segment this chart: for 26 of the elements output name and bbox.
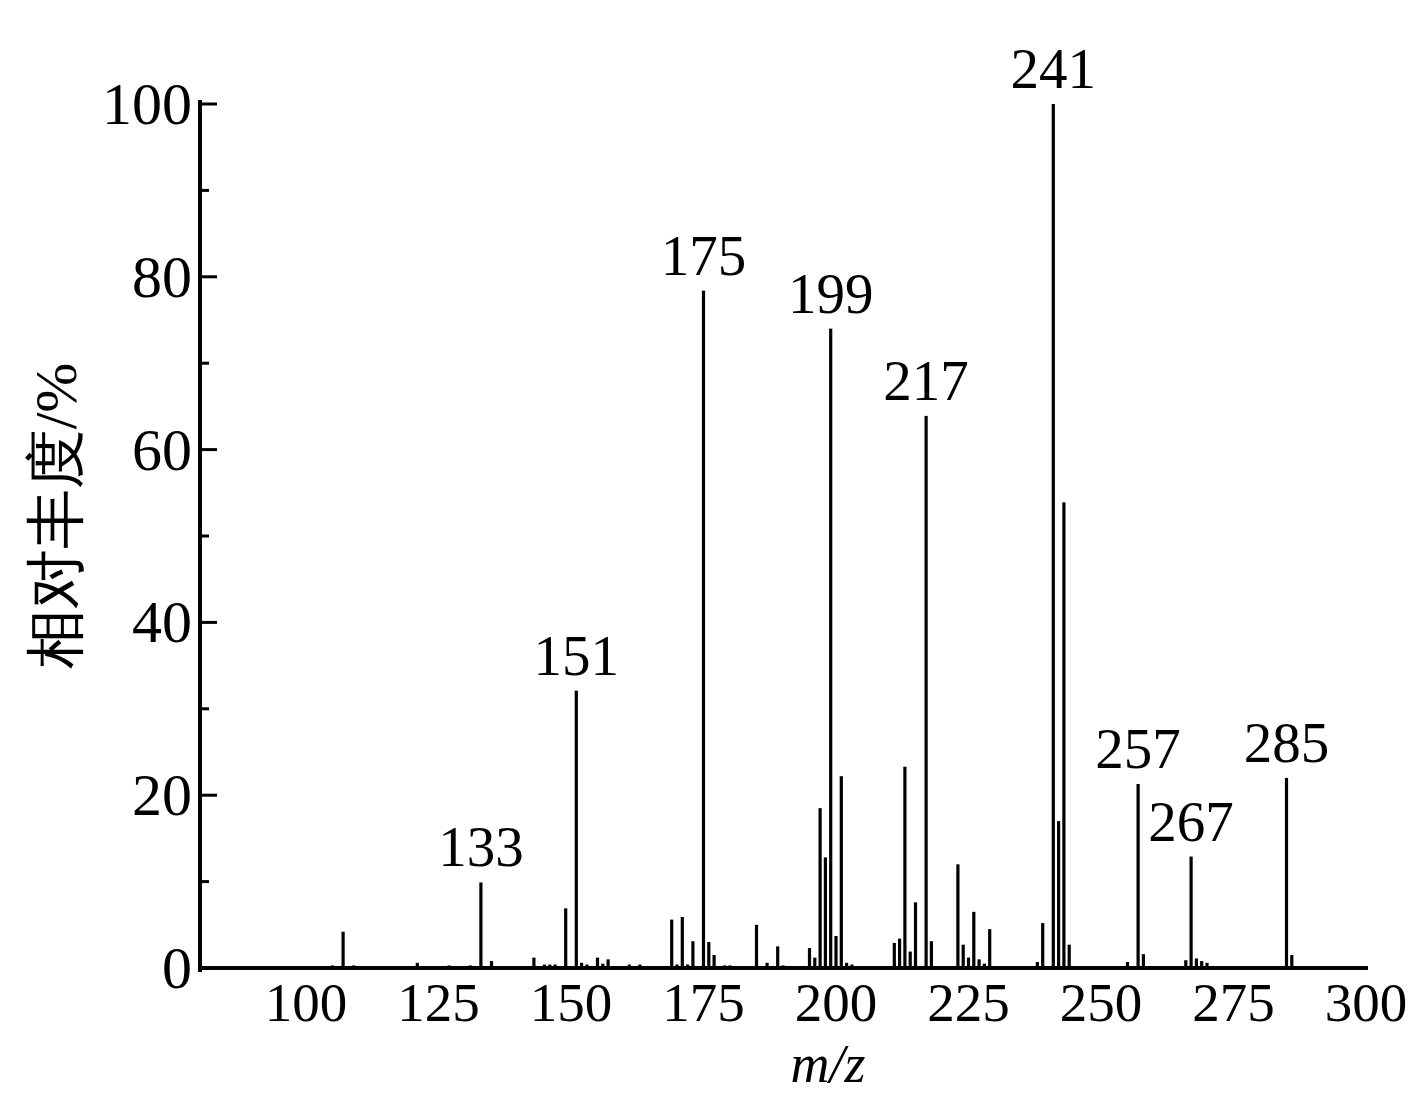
annotation: 217 xyxy=(883,348,969,412)
x-axis-title: m/z xyxy=(790,1034,866,1094)
x-tick-label: 300 xyxy=(1324,972,1408,1033)
annotation: 175 xyxy=(660,223,747,287)
x-tick-label: 225 xyxy=(927,972,1010,1033)
x-tick-label: 250 xyxy=(1059,972,1143,1033)
annotation: 257 xyxy=(1095,716,1181,780)
annotation: 285 xyxy=(1243,710,1330,774)
annotation: 199 xyxy=(787,261,874,325)
x-tick-label: 150 xyxy=(529,972,613,1033)
x-tick-label: 100 xyxy=(264,972,348,1033)
x-tick-label: 175 xyxy=(662,972,745,1033)
y-tick-label: 0 xyxy=(162,935,192,1001)
x-tick-label: 200 xyxy=(794,972,878,1033)
annotation: 267 xyxy=(1148,789,1234,853)
x-tick-label: 125 xyxy=(397,972,480,1033)
annotation: 151 xyxy=(533,623,620,687)
x-tick-label: 275 xyxy=(1192,972,1275,1033)
annotation: 133 xyxy=(438,815,524,879)
y-tick-label: 80 xyxy=(132,243,192,310)
y-tick-label: 60 xyxy=(132,416,192,483)
y-tick-label: 100 xyxy=(102,71,192,137)
y-tick-label: 40 xyxy=(132,589,192,656)
y-tick-label: 20 xyxy=(132,762,192,829)
annotation: 241 xyxy=(1010,37,1097,100)
y-axis-title: 相对丰度/% xyxy=(23,362,89,670)
